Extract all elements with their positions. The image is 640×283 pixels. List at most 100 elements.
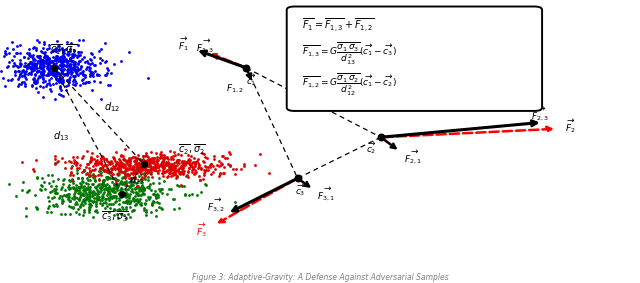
Point (83, 162, 93, 166)
Point (47, 66, 57, 70)
Point (130, 203, 140, 208)
Point (161, 169, 172, 173)
Point (72, 175, 83, 180)
Point (76, 65, 86, 69)
Point (30, 66, 40, 71)
Point (137, 183, 147, 188)
Point (171, 172, 181, 177)
Point (132, 198, 143, 202)
Point (41, 60, 51, 65)
Point (106, 201, 116, 206)
Point (84, 178, 95, 182)
Point (153, 164, 163, 169)
Point (58, 78, 68, 82)
Point (12, 50, 22, 55)
Point (36, 175, 47, 180)
Point (228, 167, 238, 171)
Point (189, 156, 200, 160)
Point (49, 191, 60, 196)
Point (108, 194, 118, 198)
Point (116, 191, 127, 196)
Point (214, 164, 224, 168)
Point (156, 164, 166, 169)
Point (175, 153, 186, 157)
Point (51, 76, 61, 81)
Point (156, 149, 166, 154)
Point (220, 171, 230, 175)
Point (134, 157, 145, 162)
Point (57, 193, 67, 198)
Point (42, 82, 52, 86)
Point (38, 95, 48, 99)
Point (148, 159, 159, 164)
Point (148, 192, 158, 196)
Point (144, 168, 154, 172)
Point (172, 160, 182, 165)
Point (46, 69, 56, 74)
Point (84, 166, 95, 170)
Point (108, 179, 118, 184)
Point (121, 191, 131, 196)
Point (157, 171, 167, 175)
Point (161, 161, 172, 166)
Point (65, 66, 75, 71)
Point (124, 158, 134, 163)
Point (76, 202, 86, 207)
Point (49, 69, 59, 74)
Point (93, 169, 104, 174)
Point (102, 167, 113, 172)
Point (123, 171, 133, 176)
Point (120, 186, 131, 191)
Point (101, 164, 111, 169)
Point (109, 190, 120, 195)
Point (108, 208, 118, 212)
Point (69, 53, 79, 57)
Point (37, 184, 47, 188)
Point (47, 188, 57, 193)
Point (124, 155, 134, 160)
Point (29, 61, 40, 65)
Point (74, 198, 84, 202)
Point (47, 58, 57, 63)
Point (57, 64, 67, 68)
Point (17, 74, 28, 78)
Point (72, 61, 83, 66)
Point (114, 157, 124, 162)
Point (64, 182, 74, 187)
Point (77, 156, 87, 160)
Point (84, 68, 95, 72)
Point (120, 158, 131, 163)
Point (45, 183, 56, 188)
Point (143, 75, 153, 80)
Point (58, 59, 68, 63)
Point (111, 162, 121, 167)
Point (39, 41, 49, 46)
Point (70, 200, 81, 205)
Point (101, 58, 111, 63)
Point (68, 62, 78, 66)
Point (190, 171, 200, 175)
Point (51, 55, 61, 60)
Point (209, 156, 219, 161)
Point (195, 178, 205, 183)
Point (192, 192, 202, 197)
Point (173, 152, 183, 156)
Point (116, 153, 127, 158)
Point (143, 194, 153, 199)
Point (61, 84, 71, 89)
Point (184, 192, 194, 197)
Point (166, 163, 176, 168)
Point (59, 58, 69, 63)
Point (129, 179, 140, 184)
Point (70, 63, 81, 68)
Point (151, 196, 161, 200)
Point (22, 63, 32, 68)
Point (19, 54, 29, 59)
Point (85, 173, 95, 177)
Point (31, 61, 41, 66)
Point (6, 77, 17, 81)
Point (212, 163, 222, 167)
Point (25, 60, 35, 64)
Point (152, 157, 162, 162)
Point (45, 190, 56, 194)
